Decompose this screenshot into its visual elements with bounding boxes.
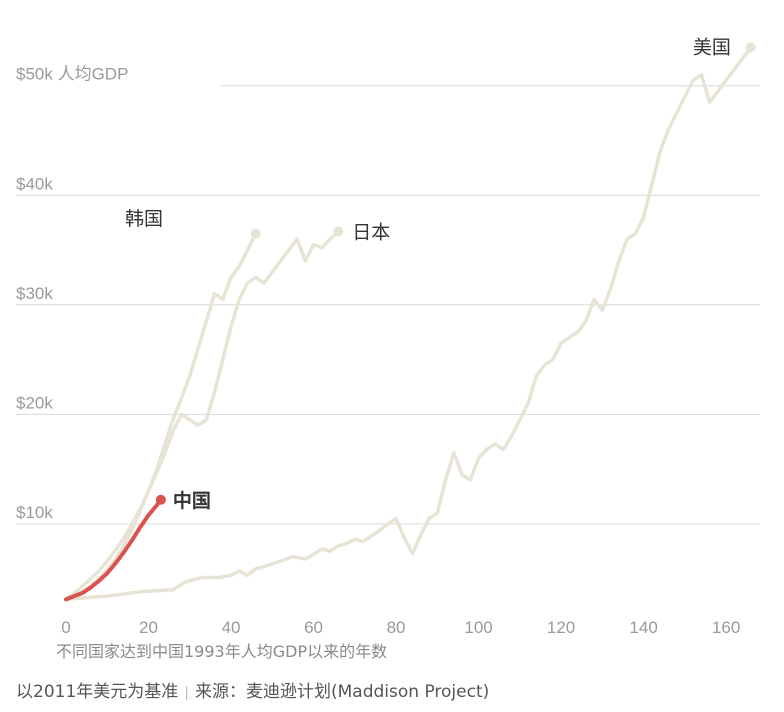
footer-basis: 以2011年美元为基准 — [16, 682, 179, 702]
series-endpoint-korea — [250, 228, 261, 239]
series-label-korea: 韩国 — [125, 208, 163, 230]
x-tick-label-8: 160 — [712, 618, 740, 637]
series-line-china — [64, 497, 163, 602]
series-label-usa: 美国 — [693, 36, 731, 58]
series-line-japan — [64, 229, 341, 602]
x-tick-label-7: 140 — [629, 618, 657, 637]
y-tick-label-1: $20k — [16, 393, 53, 412]
series-endpoint-usa — [745, 42, 756, 53]
y-tick-label-4: $50k 人均GDP — [16, 65, 128, 84]
x-axis-ticks: 0 20 40 60 80 100 120 140 160 — [61, 618, 740, 637]
series-label-china: 中国 — [173, 489, 211, 512]
x-tick-label-6: 120 — [547, 618, 575, 637]
series-line-usa — [64, 45, 753, 602]
y-axis-ticks: $10k $20k $30k $40k $50k 人均GDP — [16, 65, 128, 522]
footer-separator: | — [184, 685, 189, 701]
footer-source: 来源：麦迪逊计划(Maddison Project) — [194, 682, 490, 702]
series-line-korea — [64, 231, 258, 602]
footer-note: 以2011年美元为基准 | 来源：麦迪逊计划(Maddison Project) — [16, 677, 489, 702]
y-tick-label-2: $30k — [16, 284, 53, 303]
grid-lines — [16, 85, 760, 525]
y-tick-label-3: $40k — [16, 174, 53, 193]
y-tick-label-0: $10k — [16, 503, 53, 522]
x-tick-label-1: 20 — [139, 618, 158, 637]
x-tick-label-2: 40 — [222, 618, 241, 637]
series-label-japan: 日本 — [352, 221, 390, 243]
series-endpoint-japan — [333, 226, 344, 237]
series-endpoint-china — [155, 494, 166, 505]
x-tick-label-4: 80 — [387, 618, 406, 637]
x-tick-label-3: 60 — [304, 618, 323, 637]
x-axis-label: 不同国家达到中国1993年人均GDP以来的年数 — [56, 642, 387, 661]
x-tick-label-5: 100 — [464, 618, 492, 637]
x-tick-label-0: 0 — [61, 618, 70, 637]
